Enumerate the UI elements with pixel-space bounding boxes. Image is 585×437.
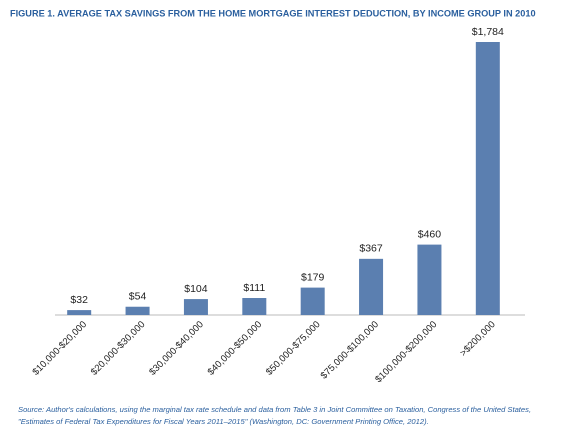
- x-tick-label: $40,000-$50,000: [206, 319, 265, 378]
- bar: [125, 306, 150, 315]
- x-tick-label: >$200,000: [458, 319, 498, 359]
- value-label: $179: [301, 271, 325, 283]
- x-tick-label: $75,000-$100,000: [319, 319, 381, 381]
- value-label: $111: [243, 282, 265, 294]
- bar: [183, 299, 208, 315]
- x-tick-label: $30,000-$40,000: [147, 319, 206, 378]
- value-label: $54: [129, 291, 147, 303]
- bar: [359, 258, 384, 315]
- value-label: $1,784: [472, 26, 504, 38]
- source-note: "Estimates of Federal Tax Expenditures f…: [18, 417, 429, 426]
- value-label: $460: [418, 228, 442, 240]
- value-label: $104: [184, 283, 208, 295]
- bar: [300, 287, 325, 315]
- x-tick-label: $50,000-$75,000: [264, 319, 323, 378]
- value-label: $32: [70, 294, 88, 306]
- bar: [417, 244, 442, 315]
- x-tick-label: $20,000-$30,000: [89, 319, 148, 378]
- value-label: $367: [359, 243, 383, 255]
- source-note: Source: Author's calculations, using the…: [18, 405, 531, 414]
- x-tick-label: $10,000-$20,000: [31, 319, 90, 378]
- bar: [67, 310, 92, 315]
- chart-title: FIGURE 1. AVERAGE TAX SAVINGS FROM THE H…: [10, 8, 536, 18]
- bar: [475, 42, 500, 315]
- x-tick-label: $100,000-$200,000: [373, 319, 439, 385]
- bar: [242, 298, 267, 315]
